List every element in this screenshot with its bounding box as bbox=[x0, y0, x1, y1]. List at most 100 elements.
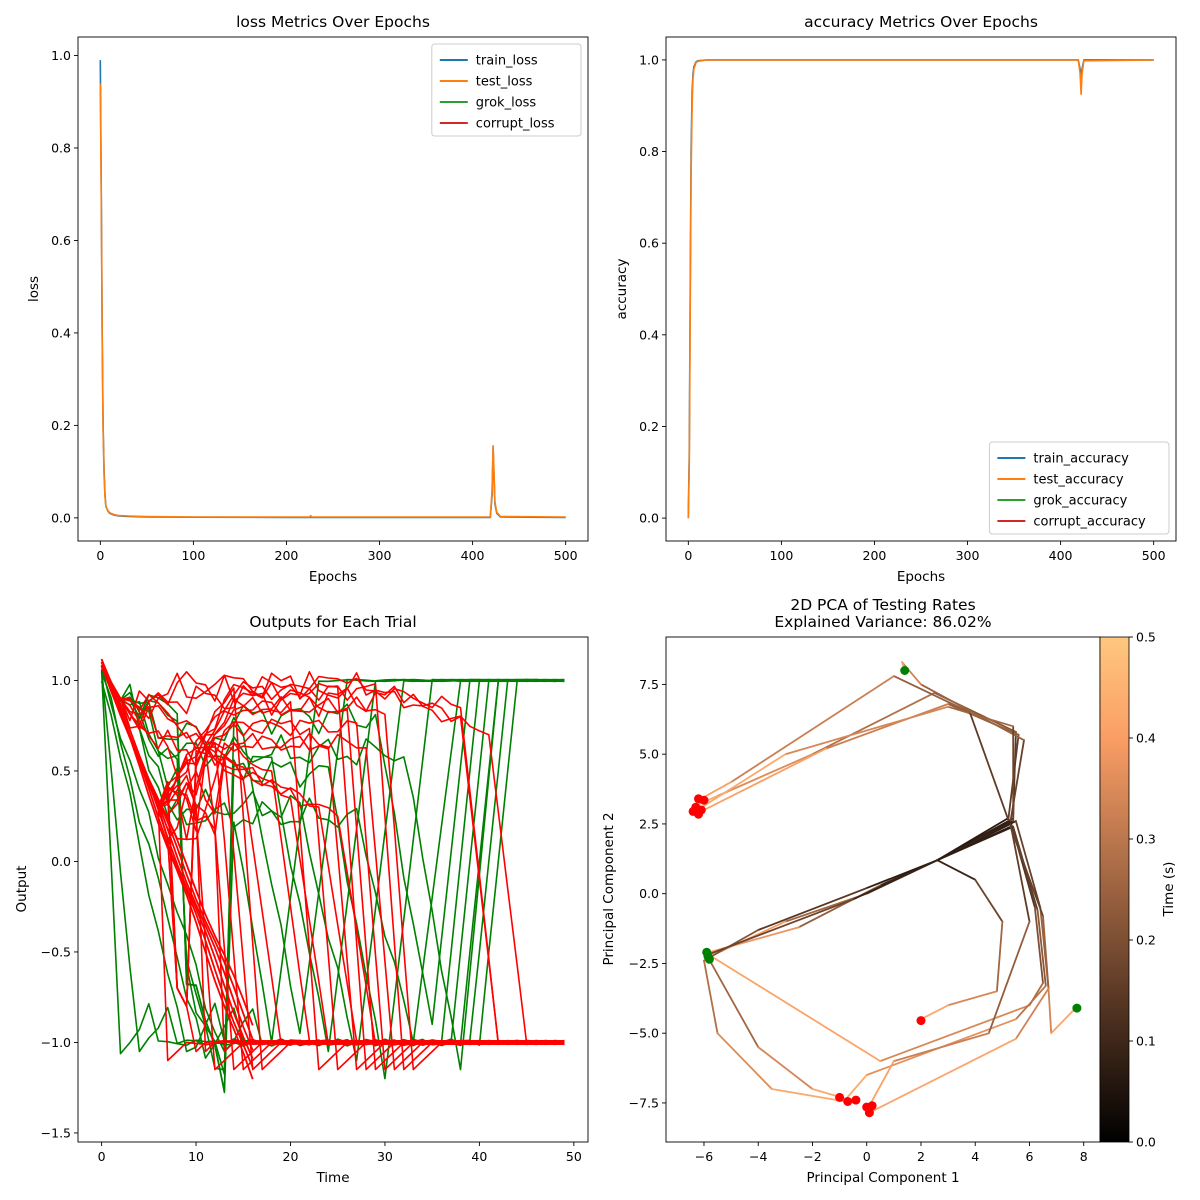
pca-trajectory-segment bbox=[844, 1074, 868, 1101]
pca-trajectory-segment bbox=[716, 753, 814, 797]
pca-trajectory-segment bbox=[974, 878, 1004, 923]
pca-xtick-label: −2 bbox=[803, 1149, 821, 1164]
outputs-chart: Outputs for Each Trial 0 10 20 30 40 50 −1.5 −1… bbox=[14, 613, 589, 1186]
pca-trajectory-segment bbox=[811, 1088, 852, 1101]
accuracy-ytick-label: 0.0 bbox=[639, 511, 659, 526]
red-trial-line bbox=[100, 665, 254, 1080]
accuracy-ytick-label: 0.8 bbox=[639, 144, 659, 159]
pca-trajectory-segment bbox=[1009, 820, 1036, 909]
loss-xtick-label: 100 bbox=[181, 548, 205, 563]
loss-chart: loss Metrics Over Epochs 0 100 200 300 400 50… bbox=[26, 13, 589, 585]
pca-trajectory-segment bbox=[936, 859, 977, 881]
pca-trajectory-segment bbox=[920, 1004, 949, 1021]
colorbar-tick-label: 0.2 bbox=[1136, 933, 1156, 948]
loss-chart-title: loss Metrics Over Epochs bbox=[236, 13, 430, 31]
accuracy-xtick-label: 100 bbox=[769, 548, 793, 563]
loss-ytick-label: 0.0 bbox=[51, 510, 71, 525]
colorbar-tick-label: 0.0 bbox=[1136, 1135, 1156, 1150]
red-trial-line bbox=[100, 665, 565, 1045]
outputs-ytick-label: −1.5 bbox=[41, 1125, 71, 1140]
accuracy-chart: accuracy Metrics Over Epochs 0 100 200 300 4… bbox=[614, 13, 1177, 585]
pca-trajectory-segment bbox=[1050, 1007, 1077, 1035]
pca-end-point-red bbox=[835, 1092, 845, 1102]
accuracy-xtick-label: 300 bbox=[956, 548, 980, 563]
loss-ytick-label: 0.8 bbox=[51, 140, 71, 155]
loss-xlabel: Epochs bbox=[309, 569, 357, 585]
pca-ytick-label: −7.5 bbox=[629, 1095, 659, 1110]
pca-ytick-label: −5.0 bbox=[629, 1026, 659, 1041]
pca-trajectory-segment bbox=[852, 859, 939, 901]
pca-xtick-label: 2 bbox=[917, 1149, 925, 1164]
colorbar-ticks: 0.0 0.1 0.2 0.3 0.4 0.5 bbox=[1129, 630, 1156, 1150]
pca-end-point-red bbox=[916, 1016, 926, 1026]
pca-chart-subtitle: Explained Variance: 86.02% bbox=[774, 613, 991, 631]
loss-xtick-label: 300 bbox=[368, 548, 392, 563]
legend-entry-train_loss: train_loss bbox=[476, 54, 538, 69]
pca-trajectory-segment bbox=[705, 954, 760, 1048]
outputs-xtick-label: 20 bbox=[283, 1149, 299, 1164]
pca-trajectory-segment bbox=[936, 817, 1009, 862]
pca-trajectory-segment bbox=[1036, 909, 1047, 987]
colorbar: 0.0 0.1 0.2 0.3 0.4 0.5 Time (s) bbox=[1099, 630, 1177, 1150]
pca-trajectory-segment bbox=[1047, 987, 1053, 1035]
pca-trajectory-segment bbox=[901, 661, 922, 686]
pca-ytick-label: 0.0 bbox=[639, 886, 659, 901]
pca-trajectory-segment bbox=[757, 887, 868, 931]
red-trial-line bbox=[100, 665, 565, 1071]
pca-xtick-label: 4 bbox=[971, 1149, 979, 1164]
outputs-ylabel: Output bbox=[14, 866, 30, 913]
pca-trajectory-segment bbox=[703, 959, 719, 1035]
pca-ytick-label: −2.5 bbox=[629, 956, 659, 971]
pca-trajectory-segment bbox=[730, 675, 895, 783]
colorbar-gradient bbox=[1099, 636, 1130, 1143]
outputs-plot-area bbox=[100, 658, 565, 1094]
loss-ytick-label: 0.2 bbox=[51, 418, 71, 433]
loss-series-test_loss bbox=[99, 83, 566, 518]
loss-ytick-label: 0.4 bbox=[51, 325, 71, 340]
pca-end-point-red bbox=[694, 809, 703, 819]
pca-trajectory-segment bbox=[708, 954, 882, 1062]
red-trial-line bbox=[100, 665, 565, 1045]
outputs-frame bbox=[77, 636, 589, 1143]
pca-trajectory-segment bbox=[893, 1032, 990, 1062]
pca-trajectory-segment bbox=[868, 1060, 895, 1107]
accuracy-xtick-label: 0 bbox=[684, 548, 692, 563]
colorbar-tick-label: 0.1 bbox=[1136, 1034, 1156, 1049]
accuracy-xtick-label: 400 bbox=[1049, 548, 1073, 563]
outputs-xlabel: Time bbox=[315, 1170, 349, 1186]
outputs-axes: 0 10 20 30 40 50 −1.5 −1.0 −0.5 0.0 0.5 1.0 bbox=[41, 636, 589, 1164]
loss-ylabel: loss bbox=[26, 276, 42, 302]
pca-trajectory-segment bbox=[811, 691, 936, 756]
accuracy-axes: 0 100 200 300 400 500 0.0 0.2 0.4 0.6 0.8 1.0 bbox=[639, 36, 1177, 563]
outputs-ytick-label: −0.5 bbox=[41, 944, 71, 959]
legend-entry-corrupt_accuracy: corrupt_accuracy bbox=[1033, 515, 1146, 530]
legend-entry-grok_accuracy: grok_accuracy bbox=[1033, 494, 1127, 509]
legend-entry-corrupt_loss: corrupt_loss bbox=[476, 117, 555, 132]
pca-chart: 2D PCA of Testing Rates Explained Varian… bbox=[601, 596, 1177, 1186]
loss-axes: 0 100 200 300 400 500 0.0 0.2 0.4 0.6 0.8 1.0 bbox=[51, 36, 589, 563]
outputs-ytick-label: 1.0 bbox=[51, 673, 71, 688]
pca-ylabel: Principal Component 2 bbox=[601, 812, 617, 965]
pca-xtick-label: 0 bbox=[863, 1149, 871, 1164]
loss-xtick-label: 400 bbox=[461, 548, 485, 563]
pca-end-point-red bbox=[867, 1101, 877, 1111]
pca-trajectory-segment bbox=[1009, 825, 1044, 917]
loss-xtick-label: 500 bbox=[554, 548, 578, 563]
legend-entry-test_accuracy: test_accuracy bbox=[1033, 473, 1123, 488]
pca-end-point-red bbox=[843, 1097, 853, 1106]
legend-box bbox=[431, 43, 582, 137]
pca-end-point-green bbox=[704, 954, 714, 964]
pca-trajectory-segment bbox=[705, 898, 855, 956]
outputs-chart-title: Outputs for Each Trial bbox=[249, 613, 416, 631]
legend-entry-train_accuracy: train_accuracy bbox=[1033, 452, 1129, 467]
accuracy-series-test_accuracy bbox=[687, 59, 1154, 519]
pca-trajectory-segment bbox=[1009, 823, 1031, 923]
red-trial-line bbox=[100, 665, 565, 1071]
pca-trajectory-segment bbox=[825, 703, 949, 750]
pca-axes: −6 −4 −2 0 2 4 6 8 −7.5 −5.0 −2.5 0.0 2.5 5.0 7.5 bbox=[629, 636, 1101, 1164]
outputs-xtick-label: 10 bbox=[188, 1149, 204, 1164]
pca-plot-area bbox=[688, 661, 1082, 1118]
pca-trajectory-segment bbox=[757, 1046, 814, 1090]
pca-trajectory-segment bbox=[1015, 984, 1047, 1021]
accuracy-xtick-label: 500 bbox=[1142, 548, 1166, 563]
